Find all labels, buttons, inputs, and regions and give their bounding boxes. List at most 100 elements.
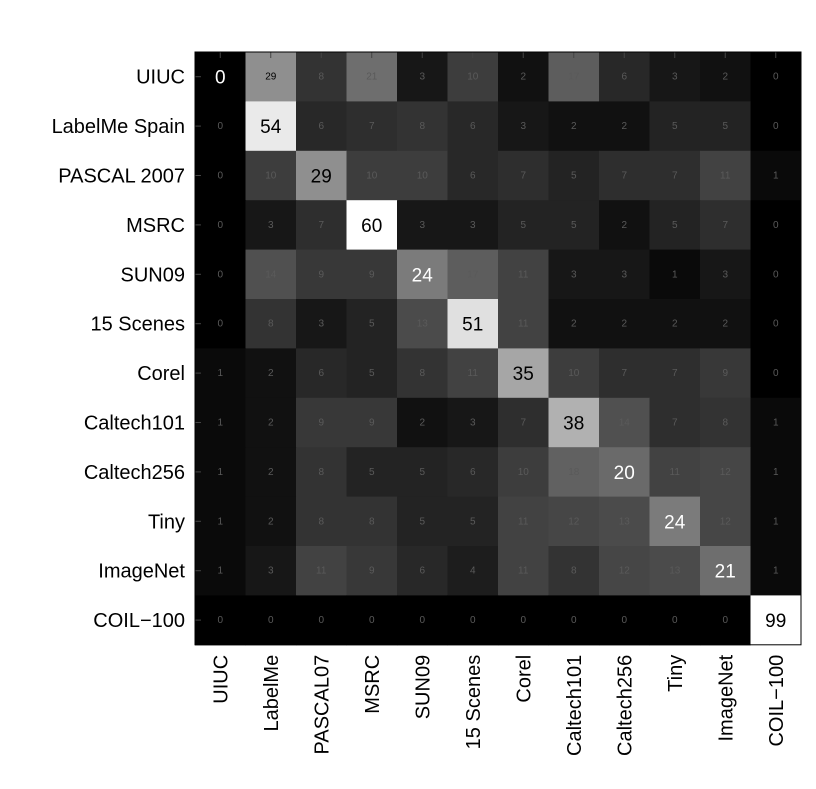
cell-value-label: 14 [265,269,277,280]
heatmap-cell [649,299,701,349]
cell-value-label: 2 [268,467,274,478]
heatmap-cell [397,397,448,448]
cell-value-label: 3 [268,220,274,231]
heatmap-cell [195,249,246,300]
heatmap-cell [750,595,802,646]
heatmap-cell [346,496,398,547]
heatmap-cell [346,200,398,251]
cell-value-label: 2 [621,220,627,231]
cell-value-label: 2 [672,319,678,330]
heatmap-cell [447,150,499,201]
heatmap-cell [296,249,347,300]
heatmap-cell [498,249,549,300]
cell-value-label: 3 [621,269,627,280]
cell-value-label: 99 [765,611,786,632]
heatmap-cell [750,200,802,251]
cell-value-label: 7 [621,368,627,379]
heatmap-cell [700,52,751,102]
cell-value-label: 0 [215,68,226,89]
heatmap-cell [397,52,448,102]
column-label: SUN09 [412,655,434,719]
heatmap-cell [195,397,246,448]
heatmap-cell [700,348,751,399]
cell-value-label: 5 [369,368,375,379]
cell-value-label: 2 [571,121,577,132]
cell-value-label: 1 [773,516,779,527]
heatmap-cell [649,348,701,399]
column-labels: UIUC LabelMe PASCAL07 MSRC SUN09 15 Scenes Cor… [210,52,788,756]
cell-value-label: 21 [366,72,378,83]
heatmap-cell [447,249,499,300]
column-label: 15 Scenes [463,655,485,750]
heatmap-cell [548,496,600,547]
cell-value-label: 1 [217,368,223,379]
heatmap-cell [195,595,246,646]
cell-value-label: 1 [773,418,779,429]
heatmap-cell [548,200,600,251]
heatmap-cell [750,397,802,448]
heatmap-cell [195,348,246,399]
cell-value-label: 0 [217,171,223,182]
cell-value-label: 8 [268,319,274,330]
heatmap-cells: 0 29 8 21 3 10 2 17 6 3 2 00 54 6 7 8 6 3 2 2 5 5 00 10 29 10 10 6 7… [195,52,802,646]
cell-value-label: 8 [571,566,577,577]
cell-value-label: 14 [619,418,631,429]
heatmap-cell [296,397,347,448]
cell-value-label: 38 [563,414,584,435]
heatmap-cell [397,447,448,498]
cell-value-label: 2 [268,418,274,429]
cell-value-label: 0 [773,319,779,330]
heatmap-cell [700,200,751,251]
row-label: Caltech101 [84,413,185,435]
cell-value-label: 0 [318,615,324,626]
cell-value-label: 3 [520,121,526,132]
cell-value-label: 5 [369,319,375,330]
cell-value-label: 0 [571,615,577,626]
cell-value-label: 2 [419,418,425,429]
cell-value-label: 0 [773,220,779,231]
cell-value-label: 8 [722,418,728,429]
cell-value-label: 54 [260,117,282,138]
heatmap-cell [498,447,549,498]
cell-value-label: 0 [722,615,728,626]
cell-value-label: 8 [369,516,375,527]
cell-value-label: 9 [318,418,324,429]
heatmap-cell [346,595,398,646]
cell-value-label: 0 [621,615,627,626]
cell-value-label: 12 [720,467,732,478]
cell-value-label: 0 [773,72,779,83]
heatmap-cell [750,249,802,300]
cell-value-label: 11 [720,171,731,182]
cell-value-label: 17 [467,269,479,280]
heatmap-cell [700,595,751,646]
heatmap-cell [750,299,802,349]
heatmap-cell [346,101,398,152]
cell-value-label: 5 [672,121,678,132]
cell-value-label: 8 [318,516,324,527]
cell-value-label: 4 [470,566,476,577]
heatmap-cell [245,546,297,596]
cell-value-label: 1 [773,171,779,182]
heatmap-cell [195,546,246,596]
heatmap-cell [649,249,701,300]
heatmap-cell [649,52,701,102]
cell-value-label: 2 [722,319,728,330]
cell-value-label: 2 [571,319,577,330]
heatmap-cell [498,348,549,399]
heatmap-cell [346,150,398,201]
cell-value-label: 29 [265,72,277,83]
heatmap-cell [346,397,398,448]
cell-value-label: 10 [265,171,277,182]
heatmap-cell [750,546,802,596]
cell-value-label: 2 [520,72,526,83]
heatmap-cell [498,52,549,102]
heatmap-cell [195,299,246,349]
heatmap-cell [548,150,600,201]
cell-value-label: 0 [419,615,425,626]
cell-value-label: 5 [722,121,728,132]
cell-value-label: 6 [470,171,476,182]
row-label: Tiny [148,511,185,533]
cell-value-label: 1 [773,467,779,478]
cell-value-label: 6 [318,121,324,132]
heatmap-cell [700,397,751,448]
